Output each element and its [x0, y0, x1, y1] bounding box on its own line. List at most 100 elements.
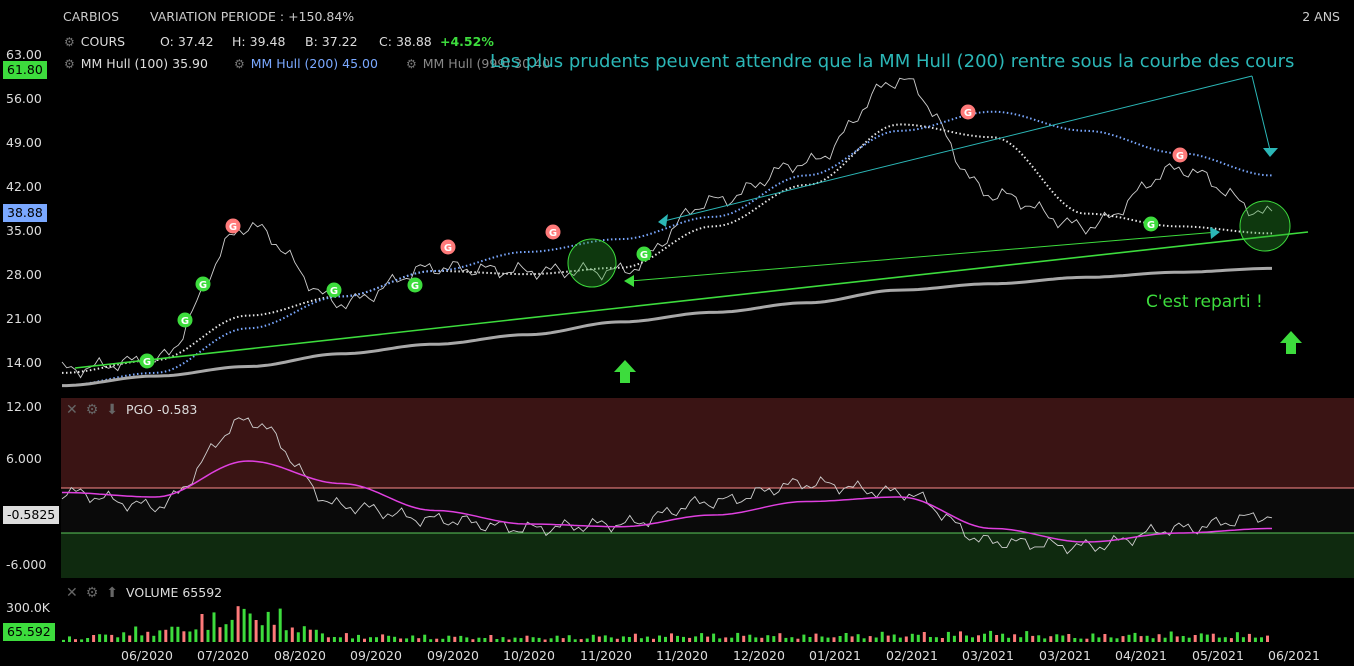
series-line-0[interactable]: [61, 77, 1273, 379]
volume-bar[interactable]: [1181, 636, 1185, 642]
volume-bar[interactable]: [664, 636, 667, 642]
volume-bar[interactable]: [363, 638, 366, 642]
volume-bar[interactable]: [1121, 636, 1125, 642]
volume-bar[interactable]: [1091, 633, 1095, 643]
volume-bar[interactable]: [471, 639, 475, 642]
volume-bar[interactable]: [1019, 637, 1023, 642]
volume-bar[interactable]: [965, 635, 968, 643]
volume-bar[interactable]: [92, 635, 96, 642]
volume-bar[interactable]: [501, 637, 505, 642]
sell-signal-icon[interactable]: [440, 239, 456, 255]
volume-bar[interactable]: [74, 639, 77, 642]
volume-bar[interactable]: [971, 637, 974, 642]
volume-bar[interactable]: [1013, 634, 1017, 642]
volume-bar[interactable]: [1169, 631, 1173, 643]
close-icon[interactable]: ✕: [66, 402, 78, 418]
volume-bar[interactable]: [1079, 638, 1083, 642]
volume-bar[interactable]: [351, 638, 354, 642]
volume-bar[interactable]: [1247, 633, 1251, 642]
volume-bar[interactable]: [645, 636, 649, 642]
volume-bar[interactable]: [182, 631, 186, 642]
volume-bar[interactable]: [459, 635, 463, 642]
volume-bar[interactable]: [1049, 636, 1053, 642]
volume-bar[interactable]: [537, 637, 541, 642]
volume-bar[interactable]: [242, 608, 246, 642]
volume-bar[interactable]: [164, 629, 168, 642]
volume-bar[interactable]: [573, 639, 577, 642]
volume-bar[interactable]: [381, 634, 385, 642]
volume-bar[interactable]: [652, 638, 655, 642]
volume-bar[interactable]: [423, 634, 427, 642]
sell-signal-icon[interactable]: [225, 218, 241, 234]
volume-bar[interactable]: [1187, 637, 1191, 642]
gear-icon[interactable]: ⚙: [85, 585, 99, 601]
volume-bar[interactable]: [212, 612, 216, 642]
volume-bar[interactable]: [609, 637, 613, 642]
volume-bar[interactable]: [507, 639, 511, 643]
volume-bar[interactable]: [68, 636, 71, 642]
gear-icon[interactable]: ⚙: [64, 35, 75, 49]
volume-bar[interactable]: [989, 630, 993, 642]
volume-bar[interactable]: [1139, 636, 1143, 642]
volume-bar[interactable]: [1199, 633, 1203, 642]
volume-bar[interactable]: [453, 636, 457, 642]
volume-bar[interactable]: [441, 638, 445, 642]
volume-bar[interactable]: [1043, 638, 1047, 642]
volume-bar[interactable]: [429, 639, 433, 642]
volume-bar[interactable]: [916, 634, 920, 642]
volume-bar[interactable]: [170, 626, 174, 642]
highlight-circle-breakout[interactable]: [567, 238, 617, 288]
volume-bar[interactable]: [760, 637, 764, 642]
buy-signal-icon[interactable]: [407, 277, 423, 293]
volume-bar[interactable]: [567, 635, 571, 642]
pgo-line[interactable]: [61, 417, 1273, 555]
volume-bar[interactable]: [375, 637, 378, 642]
buy-signal-icon[interactable]: [139, 353, 155, 369]
teal-trendline[interactable]: [659, 75, 1253, 223]
volume-bar[interactable]: [946, 631, 950, 642]
volume-bar[interactable]: [670, 633, 673, 642]
volume-bar[interactable]: [140, 635, 144, 642]
volume-bar[interactable]: [784, 637, 788, 642]
volume-bar[interactable]: [712, 633, 716, 642]
volume-bar[interactable]: [134, 626, 138, 643]
volume-bar[interactable]: [158, 630, 162, 642]
volume-bar[interactable]: [417, 638, 421, 642]
volume-bar[interactable]: [513, 637, 517, 642]
volume-bar[interactable]: [332, 637, 336, 642]
volume-bar[interactable]: [1109, 637, 1113, 642]
volume-bar[interactable]: [344, 633, 348, 642]
volume-bar[interactable]: [555, 635, 559, 642]
sell-signal-icon[interactable]: [545, 224, 561, 240]
volume-bar[interactable]: [977, 635, 980, 642]
volume-bar[interactable]: [272, 624, 276, 642]
volume-bar[interactable]: [194, 629, 198, 642]
volume-bar[interactable]: [694, 636, 698, 642]
volume-bar[interactable]: [531, 637, 535, 642]
volume-bar[interactable]: [86, 638, 90, 642]
volume-bar[interactable]: [959, 631, 962, 642]
volume-bar[interactable]: [320, 633, 324, 642]
volume-bar[interactable]: [338, 637, 342, 642]
volume-bar[interactable]: [1115, 638, 1119, 642]
volume-bar[interactable]: [772, 636, 776, 642]
volume-bar[interactable]: [597, 636, 601, 643]
volume-bar[interactable]: [1037, 635, 1041, 642]
volume-bar[interactable]: [260, 625, 264, 642]
volume-bar[interactable]: [122, 632, 126, 642]
volume-bar[interactable]: [1211, 633, 1215, 642]
volume-bar[interactable]: [892, 634, 896, 643]
volume-bar[interactable]: [934, 637, 938, 642]
volume-bar[interactable]: [856, 634, 860, 642]
volume-bar[interactable]: [928, 637, 932, 642]
volume-bar[interactable]: [110, 634, 114, 642]
gear-icon[interactable]: ⚙: [406, 57, 417, 71]
volume-bar[interactable]: [1073, 638, 1077, 642]
volume-bar[interactable]: [748, 634, 752, 642]
volume-bar[interactable]: [387, 635, 391, 642]
support-trendline-arrow[interactable]: [629, 231, 1219, 282]
sell-signal-icon[interactable]: [1172, 147, 1188, 163]
volume-bar[interactable]: [116, 637, 120, 642]
volume-bar[interactable]: [188, 631, 192, 643]
volume-bar[interactable]: [543, 639, 547, 643]
